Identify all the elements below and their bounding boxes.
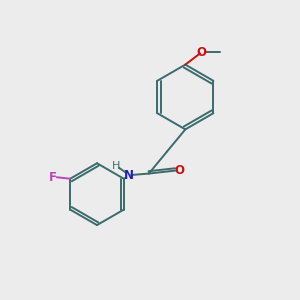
- Text: O: O: [196, 46, 206, 59]
- Text: O: O: [174, 164, 184, 177]
- Text: H: H: [112, 161, 121, 171]
- Text: F: F: [49, 171, 57, 184]
- Text: N: N: [124, 169, 134, 182]
